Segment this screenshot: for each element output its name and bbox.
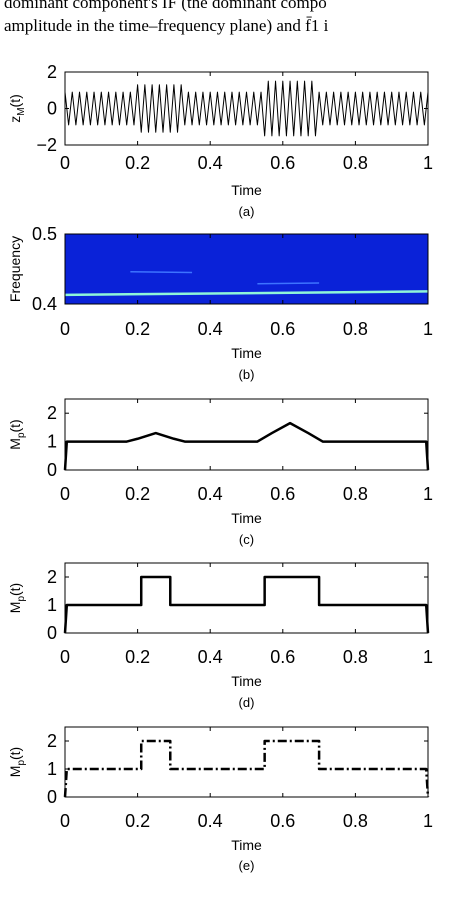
x-tick-label: 0.6 [270, 319, 295, 339]
axes-frame [64, 562, 429, 634]
x-tick-label: 0.8 [343, 811, 368, 831]
caption: (b) [239, 367, 255, 382]
axes-frame [64, 71, 429, 146]
x-axis-label: Time [231, 673, 262, 689]
y-axis-label: Mp(t) [7, 747, 27, 777]
y-label-base: z [7, 116, 23, 123]
x-tick-label: 0.4 [198, 484, 223, 504]
y-tick-label: 2 [47, 62, 57, 82]
x-tick-label: 0.4 [198, 647, 223, 667]
x-tick-label: 0.6 [270, 484, 295, 504]
x-tick-label: 1 [423, 319, 433, 339]
x-tick-label: 0.6 [270, 811, 295, 831]
x-tick-label: 0 [60, 647, 70, 667]
x-tick-label: 0.2 [125, 153, 150, 173]
x-tick-label: 1 [423, 811, 433, 831]
y-axis-label: zM(t) [7, 94, 27, 123]
y-tick-label: 1 [47, 432, 57, 452]
data-line [63, 421, 430, 471]
paper-text: amplitude in the time–frequency plane) a… [4, 16, 329, 35]
y-tick-label: 1 [47, 759, 57, 779]
data-line [64, 80, 429, 137]
paper-text: dominant component's IF (the dominant co… [4, 0, 327, 12]
y-label-base: M [7, 602, 23, 614]
x-tick-label: 0.2 [125, 319, 150, 339]
panel: 0 0.2 0.4 0.6 0.8 1 0.4 0.5 Time (b) Frequency [7, 224, 433, 382]
y-tick-label: 2 [47, 567, 57, 587]
y-tick-label: 0 [47, 787, 57, 807]
axes-frame [64, 398, 429, 471]
ridge [64, 290, 429, 297]
y-label-tail: (t) [7, 583, 23, 596]
x-tick-label: 1 [423, 153, 433, 173]
x-axis-label: Time [231, 345, 262, 361]
x-tick-label: 0.2 [125, 484, 150, 504]
x-tick-label: 0.6 [270, 153, 295, 173]
panel: 0 0.2 0.4 0.6 0.8 1 0 1 2 Time (d) Mp(t) [7, 562, 433, 710]
y-tick-label: 0 [47, 460, 57, 480]
y-label-sub: M [16, 107, 27, 115]
x-axis-label: Time [231, 182, 262, 198]
x-tick-label: 0 [60, 484, 70, 504]
caption: (d) [239, 695, 255, 710]
axes-frame [64, 233, 429, 305]
data-line [63, 739, 430, 798]
x-tick-label: 1 [423, 484, 433, 504]
axes-frame [64, 726, 429, 798]
panel: 0 0.2 0.4 0.6 0.8 1 0 1 2 Time (e) Mp(t) [7, 726, 433, 873]
x-tick-label: 0.8 [343, 319, 368, 339]
ridge [257, 282, 320, 285]
y-label-base: Frequency [7, 236, 23, 302]
x-tick-label: 0.8 [343, 484, 368, 504]
y-tick-label: 2 [47, 403, 57, 423]
y-label-sub: p [16, 432, 27, 438]
caption: (e) [239, 858, 255, 873]
x-tick-label: 0.8 [343, 153, 368, 173]
y-tick-label: 0.5 [32, 224, 57, 244]
y-label-base: M [7, 438, 23, 450]
y-tick-label: 0.4 [32, 294, 57, 314]
y-label-base: M [7, 766, 23, 778]
x-tick-label: 0.6 [270, 647, 295, 667]
x-tick-label: 0 [60, 811, 70, 831]
panel: 0 0.2 0.4 0.6 0.8 1 0 1 2 Time (c) Mp(t) [7, 398, 433, 547]
x-tick-label: 0.2 [125, 647, 150, 667]
x-tick-label: 0.4 [198, 153, 223, 173]
x-tick-label: 0 [60, 153, 70, 173]
y-label-sub: p [16, 760, 27, 766]
y-tick-label: 0 [47, 623, 57, 643]
caption: (a) [239, 204, 255, 219]
y-label-tail: (t) [7, 419, 23, 432]
x-tick-label: 0.2 [125, 811, 150, 831]
x-axis-label: Time [231, 510, 262, 526]
ridge [130, 271, 193, 274]
y-tick-label: 2 [47, 731, 57, 751]
x-tick-label: 0.4 [198, 319, 223, 339]
y-axis-label: Mp(t) [7, 419, 27, 449]
caption: (c) [239, 532, 254, 547]
x-tick-label: 0.4 [198, 811, 223, 831]
x-tick-label: 0.8 [343, 647, 368, 667]
x-tick-label: 1 [423, 647, 433, 667]
y-label-tail: (t) [7, 747, 23, 760]
y-label-sub: p [16, 596, 27, 602]
x-axis-label: Time [231, 837, 262, 853]
y-tick-label: −2 [36, 135, 57, 155]
y-axis-label: Mp(t) [7, 583, 27, 613]
y-axis-label: Frequency [7, 236, 23, 302]
y-tick-label: 0 [47, 99, 57, 119]
y-label-tail: (t) [7, 94, 23, 107]
data-line [63, 575, 430, 634]
x-tick-label: 0 [60, 319, 70, 339]
y-tick-label: 1 [47, 595, 57, 615]
